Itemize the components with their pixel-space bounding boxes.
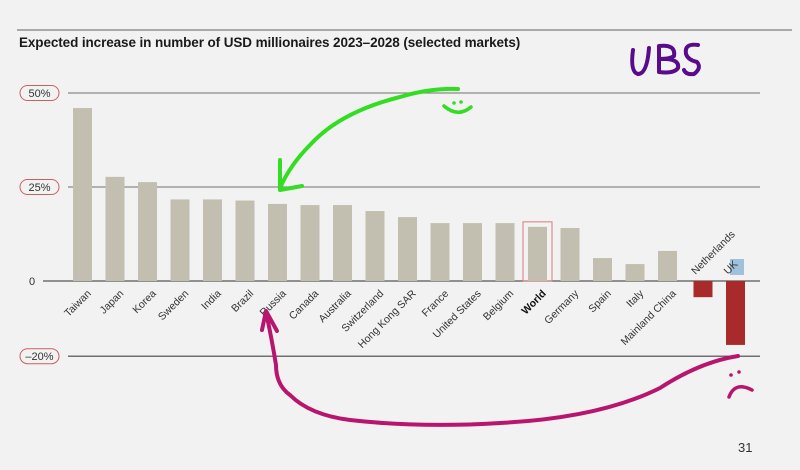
bar-australia	[333, 205, 352, 281]
x-tick-label: Taiwan	[62, 288, 94, 320]
top-rule	[17, 29, 792, 31]
x-tick-label: Korea	[130, 288, 158, 316]
bar-korea	[138, 182, 157, 281]
y-tick-pill	[19, 85, 60, 101]
bar-netherlands	[693, 281, 713, 298]
bar-spain	[593, 258, 612, 281]
bar-uk	[726, 281, 745, 345]
bar-japan	[105, 176, 125, 281]
chart-title: Expected increase in number of USD milli…	[19, 35, 521, 50]
bar-germany	[560, 227, 580, 281]
x-tick-label: Russia	[258, 288, 289, 319]
bar-india	[203, 199, 222, 281]
annotations	[260, 42, 754, 427]
bar-mainland-china	[658, 250, 677, 281]
x-tick-label: Brazil	[229, 288, 256, 315]
y-tick-pill	[19, 179, 60, 195]
x-tick-label: France	[420, 288, 452, 320]
y-axis-ticks: 50% 25% 0 –20%	[19, 85, 60, 365]
frowny-face-icon	[727, 370, 754, 399]
x-tick-label: Sweden	[156, 288, 191, 323]
x-tick-label: World	[519, 288, 548, 317]
bar-russia	[268, 203, 287, 281]
bar-france	[430, 223, 450, 281]
bar-italy	[625, 264, 645, 281]
bar-taiwan	[73, 108, 92, 281]
label-highlight-bg	[730, 259, 744, 275]
x-tick-label: India	[199, 288, 224, 313]
x-tick-label: Spain	[586, 288, 614, 316]
x-tick-label: Italy	[624, 287, 647, 310]
bar-hong-kong-sar	[398, 217, 417, 281]
page-number: 31	[738, 440, 753, 455]
bar-canada	[300, 205, 320, 281]
bar-sweden	[170, 199, 190, 281]
y-tick-label: 25%	[28, 182, 50, 194]
x-tick-label: Germany	[542, 287, 582, 327]
bar-world	[528, 226, 547, 281]
bar-belgium	[495, 223, 515, 281]
x-tick-label: Belgium	[481, 288, 516, 323]
bars	[73, 108, 745, 345]
y-tick-label: –20%	[25, 351, 53, 363]
bar-switzerland	[365, 211, 385, 281]
y-tick-label: 50%	[28, 88, 50, 100]
bar-brazil	[235, 200, 255, 281]
y-tick-pill	[19, 348, 60, 365]
bar-united-states	[463, 223, 482, 281]
x-tick-label: Japan	[97, 288, 126, 317]
smiley-face-icon	[442, 100, 473, 114]
green-arrow-icon	[278, 86, 460, 192]
magenta-arrow-icon	[260, 309, 740, 427]
x-tick-label: Hong Kong SAR	[356, 287, 419, 350]
y-tick-label: 0	[29, 276, 35, 288]
ubs-handwriting	[630, 42, 701, 77]
